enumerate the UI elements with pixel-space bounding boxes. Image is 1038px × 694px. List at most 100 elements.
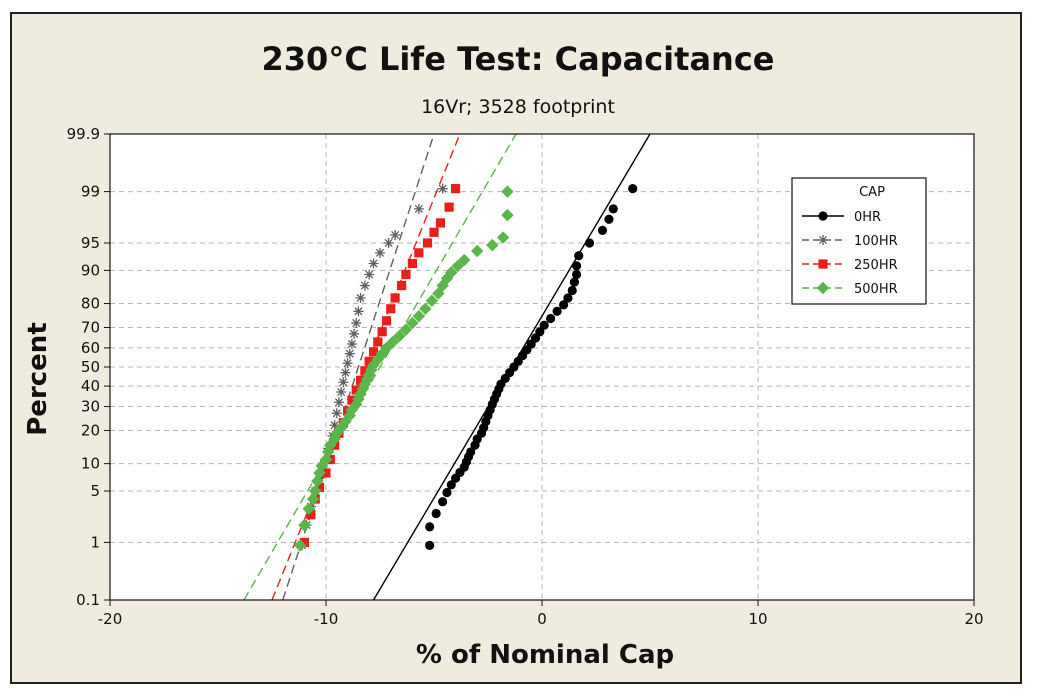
point-500hr <box>486 238 499 252</box>
point-500hr <box>330 426 344 440</box>
point-500hr <box>399 323 413 336</box>
point-250hr <box>381 316 392 326</box>
y-tick-label: 60 <box>81 339 100 357</box>
point-100hr <box>346 338 357 349</box>
point-250hr <box>351 385 361 395</box>
point-100hr <box>329 420 340 431</box>
legend-title: CAP <box>859 185 885 200</box>
point-250hr <box>373 337 383 347</box>
point-0hr <box>563 293 573 303</box>
data-points <box>293 183 638 552</box>
x-tick-label: -10 <box>314 610 339 628</box>
point-250hr <box>390 293 400 303</box>
y-tick-label: 1 <box>90 533 100 551</box>
point-0hr <box>584 238 595 248</box>
y-tick-label: 80 <box>81 295 100 313</box>
point-0hr <box>425 522 435 532</box>
point-100hr <box>368 258 379 269</box>
point-100hr <box>338 377 349 388</box>
point-100hr <box>336 387 347 398</box>
point-0hr <box>535 327 545 337</box>
point-500hr <box>496 231 510 244</box>
legend-marker-250hr <box>818 259 828 269</box>
x-tick-label: -20 <box>98 610 123 628</box>
point-250hr <box>368 347 379 357</box>
point-100hr <box>375 247 385 258</box>
point-250hr <box>347 395 357 405</box>
chart-title: 230°C Life Test: Capacitance <box>262 40 775 78</box>
point-100hr <box>353 306 364 317</box>
probability-plot: 230°C Life Test: Capacitance 16Vr; 3528 … <box>23 40 984 670</box>
legend-marker-500hr <box>816 281 830 295</box>
point-500hr <box>298 518 311 532</box>
fit-line-100hr <box>282 134 435 600</box>
point-0hr <box>567 285 577 296</box>
point-250hr <box>386 304 396 314</box>
point-250hr <box>377 327 387 337</box>
point-500hr <box>293 539 307 552</box>
point-500hr <box>356 382 369 396</box>
point-0hr <box>552 306 562 316</box>
y-tick-label: 95 <box>81 234 100 252</box>
y-tick-label: 5 <box>90 482 100 500</box>
legend-label-100hr: 100HR <box>854 234 898 249</box>
point-0hr <box>571 269 582 280</box>
point-0hr <box>628 184 638 194</box>
legend-label-0hr: 0HR <box>854 210 881 225</box>
point-0hr <box>574 251 584 261</box>
point-250hr <box>397 280 407 291</box>
point-250hr <box>360 366 370 376</box>
y-tick-label: 40 <box>81 377 100 395</box>
point-0hr <box>546 313 556 324</box>
point-500hr <box>419 302 432 315</box>
point-250hr <box>422 238 433 248</box>
point-0hr <box>438 497 448 507</box>
point-250hr <box>414 248 424 258</box>
point-500hr <box>302 502 315 516</box>
point-0hr <box>608 204 618 214</box>
point-500hr <box>393 329 406 343</box>
legend-box <box>791 177 927 305</box>
point-0hr <box>425 540 435 550</box>
point-100hr <box>383 237 394 248</box>
point-100hr <box>349 328 360 339</box>
point-0hr <box>569 277 580 287</box>
point-250hr <box>299 537 309 548</box>
x-axis-label: % of Nominal Cap <box>416 640 674 670</box>
point-250hr <box>407 258 417 269</box>
legend-label-250hr: 250HR <box>854 258 898 273</box>
point-100hr <box>437 183 448 194</box>
y-tick-label: 10 <box>81 455 100 473</box>
point-250hr <box>306 510 316 520</box>
point-250hr <box>321 468 331 478</box>
point-500hr <box>308 484 322 498</box>
point-0hr <box>559 300 569 310</box>
point-100hr <box>333 397 344 408</box>
legend: CAP 0HR 100HR 250HR 500HR <box>791 177 927 305</box>
point-0hr <box>446 480 456 490</box>
point-500hr <box>458 253 471 267</box>
point-250hr <box>435 218 446 228</box>
point-100hr <box>342 358 353 369</box>
point-500hr <box>501 208 514 222</box>
point-0hr <box>597 225 608 235</box>
y-tick-label: 70 <box>81 318 100 336</box>
y-tick-label: 30 <box>81 398 100 416</box>
point-250hr <box>401 269 411 280</box>
point-500hr <box>501 185 514 198</box>
chart-frame: 230°C Life Test: Capacitance 16Vr; 3528 … <box>10 12 1022 684</box>
point-100hr <box>331 408 342 419</box>
point-500hr <box>425 294 439 308</box>
point-0hr <box>466 447 476 457</box>
point-250hr <box>451 184 461 194</box>
y-tick-label: 99 <box>81 183 100 201</box>
point-500hr <box>470 244 484 258</box>
point-100hr <box>359 280 370 291</box>
point-500hr <box>406 316 419 330</box>
point-500hr <box>386 335 400 349</box>
chart-subtitle: 16Vr; 3528 footprint <box>421 96 615 118</box>
legend-label-500hr: 500HR <box>854 282 898 297</box>
y-tick-label: 0.1 <box>76 591 100 609</box>
point-500hr <box>412 309 426 323</box>
